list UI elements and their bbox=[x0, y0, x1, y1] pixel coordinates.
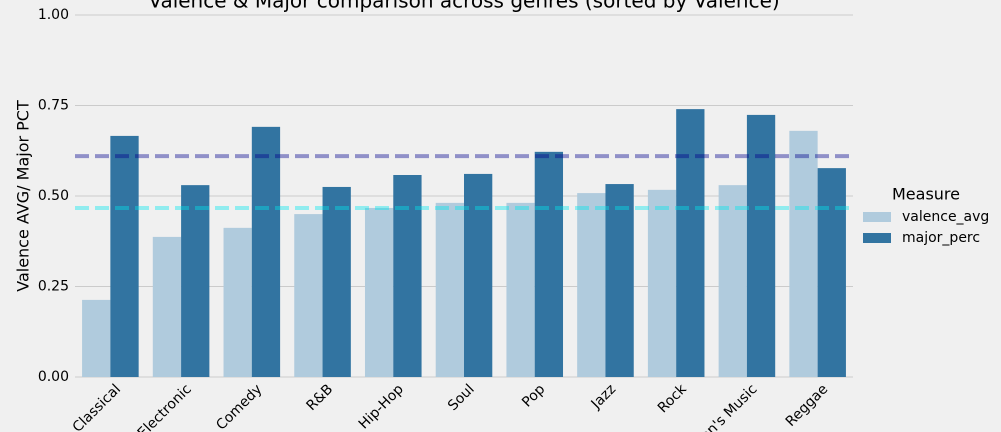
bar bbox=[534, 151, 564, 377]
bar bbox=[364, 207, 394, 377]
x-tick-label: Comedy bbox=[213, 381, 265, 432]
x-tick-label: Hip-Hop bbox=[356, 381, 407, 432]
bar bbox=[110, 135, 139, 377]
bar bbox=[251, 126, 281, 377]
bar bbox=[435, 202, 464, 377]
y-tick-label: 0.25 bbox=[38, 279, 69, 295]
bar bbox=[676, 109, 705, 378]
bar bbox=[817, 168, 846, 377]
y-tick-label: 0.50 bbox=[38, 188, 69, 204]
legend-label: valence_avg bbox=[902, 209, 989, 225]
x-tick-label: Jazz bbox=[588, 381, 619, 412]
legend-title: Measure bbox=[892, 185, 960, 204]
x-tick-label: Reggae bbox=[783, 381, 832, 430]
bar bbox=[181, 185, 210, 377]
bar bbox=[322, 186, 351, 377]
y-tick-label: 0.75 bbox=[38, 98, 69, 114]
x-tick-label: Rock bbox=[655, 381, 691, 417]
legend-swatch bbox=[863, 233, 891, 243]
bar bbox=[464, 173, 493, 377]
bar bbox=[294, 214, 323, 377]
x-tick-label: R&B bbox=[303, 381, 336, 414]
x-tick-label: Electronic bbox=[135, 381, 195, 432]
bar bbox=[82, 299, 111, 377]
x-tick-label: Soul bbox=[445, 381, 478, 414]
legend-label: major_perc bbox=[902, 230, 980, 246]
bar bbox=[393, 175, 422, 377]
bar bbox=[718, 185, 747, 377]
x-tick-label: Pop bbox=[519, 381, 548, 410]
bar bbox=[647, 189, 677, 377]
legend-swatch bbox=[863, 212, 891, 222]
bar bbox=[506, 202, 535, 377]
bar bbox=[577, 193, 606, 377]
bar bbox=[789, 130, 818, 377]
chart-title: Valence & Major comparison across genres… bbox=[148, 0, 779, 13]
bar bbox=[152, 236, 182, 377]
y-tick-label: 1.00 bbox=[38, 7, 69, 23]
bar bbox=[605, 184, 634, 377]
x-tick-label: Classical bbox=[70, 381, 124, 432]
bar bbox=[223, 227, 252, 377]
y-tick-label: 0.00 bbox=[38, 369, 69, 385]
y-axis-label: Valence AVG/ Major PCT bbox=[14, 100, 33, 292]
bar bbox=[746, 114, 776, 378]
